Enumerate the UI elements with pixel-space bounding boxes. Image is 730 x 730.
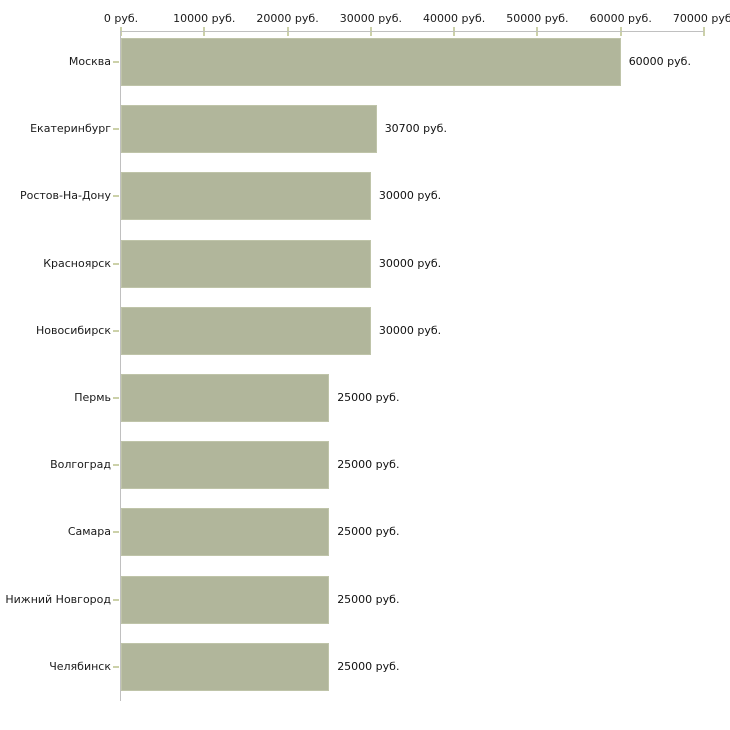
x-tick-label: 70000 руб. — [672, 12, 730, 25]
bar-row: Самара 25000 руб. — [68, 508, 704, 557]
plot-area: Москва 60000 руб. Екатеринбург 30700 руб. Ро… — [5, 31, 704, 701]
bar — [121, 642, 330, 691]
bar-row: Екатеринбург 30700 руб. — [30, 105, 704, 154]
value-label: 60000 руб. — [628, 55, 691, 68]
x-tick-label: 50000 руб. — [506, 12, 569, 25]
value-label: 30000 руб. — [378, 256, 442, 270]
category-tick-mark — [113, 262, 119, 265]
x-tick-mark — [703, 27, 705, 36]
bar — [121, 239, 371, 288]
value-label: 25000 руб. — [337, 592, 400, 606]
category-label: Волгоград — [50, 458, 111, 472]
category-tick-mark — [113, 195, 119, 198]
value-label: 25000 руб. — [337, 458, 400, 472]
x-tick-label: 10000 руб. — [173, 12, 236, 25]
bar — [121, 38, 621, 86]
category-tick-mark — [113, 397, 119, 399]
category-tick-mark — [113, 598, 119, 601]
x-tick-label: 30000 руб. — [339, 12, 402, 25]
bar — [121, 575, 330, 624]
x-tick-label: 40000 руб. — [423, 12, 486, 25]
bar-row: Москва 60000 руб. — [69, 38, 704, 86]
value-label: 25000 руб. — [337, 659, 400, 673]
category-label: Ростов-На-Дону — [19, 189, 111, 203]
category-label: Новосибирск — [35, 323, 111, 337]
category-label: Пермь — [74, 391, 111, 404]
category-tick-mark — [113, 61, 119, 63]
bar — [121, 374, 330, 422]
category-tick-mark — [113, 329, 119, 332]
category-label: Челябинск — [49, 659, 111, 673]
bar-row: Ростов-На-Дону 30000 руб. — [20, 172, 704, 221]
category-label: Москва — [68, 55, 111, 68]
bar — [121, 172, 371, 221]
category-label: Нижний Новгород — [5, 592, 111, 606]
category-tick-mark — [113, 665, 119, 668]
value-label: 30700 руб. — [384, 122, 447, 136]
bar — [121, 306, 371, 355]
bar-row: Челябинск 25000 руб. — [49, 642, 704, 691]
category-label: Красноярск — [43, 256, 111, 270]
value-label: 25000 руб. — [337, 525, 400, 539]
x-tick-label: 0 руб. — [103, 12, 139, 25]
bar — [121, 441, 330, 490]
bar — [121, 508, 330, 557]
x-axis-tick-labels: 0 руб. 10000 руб. 20000 руб. 30000 руб. 4000… — [104, 12, 730, 26]
value-label: 30000 руб. — [378, 189, 442, 203]
category-tick-mark — [113, 464, 119, 467]
bar-row: Нижний Новгород 25000 руб. — [5, 575, 704, 624]
bar-row: Новосибирск 30000 руб. — [36, 306, 704, 355]
bar-row: Пермь 25000 руб. — [74, 374, 704, 422]
bar-row: Волгоград 25000 руб. — [50, 441, 704, 490]
bar — [121, 105, 377, 154]
category-tick-mark — [113, 128, 119, 131]
x-tick-label: 60000 руб. — [589, 12, 652, 25]
x-tick-label: 20000 руб. — [256, 12, 319, 25]
bar-row: Красноярск 30000 руб. — [43, 239, 704, 288]
value-label: 25000 руб. — [337, 391, 400, 404]
category-label: Самара — [67, 525, 111, 539]
category-tick-mark — [113, 531, 119, 534]
category-label: Екатеринбург — [30, 122, 111, 136]
value-label: 30000 руб. — [378, 323, 442, 337]
